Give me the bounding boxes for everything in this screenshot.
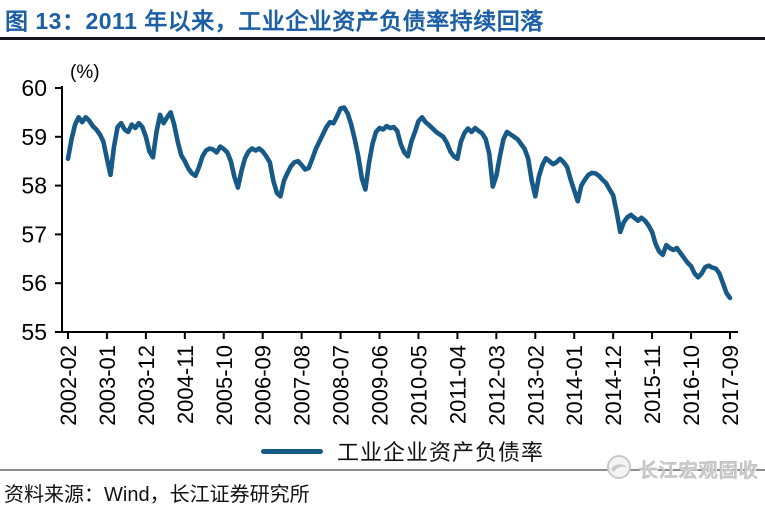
legend-label: 工业企业资产负债率 (336, 440, 544, 465)
source-note: 资料来源：Wind，长江证券研究所 (4, 484, 310, 506)
x-tick-label: 2006-09 (251, 345, 276, 426)
x-tick-label: 2002-02 (56, 345, 81, 426)
y-tick-label: 59 (21, 124, 47, 150)
x-tick-label: 2003-01 (95, 345, 120, 426)
x-tick-label: 2003-12 (134, 345, 159, 426)
x-tick-label: 2007-08 (290, 345, 315, 426)
data-line (65, 105, 733, 301)
x-tick-label: 2017-09 (718, 345, 743, 426)
y-tick-label: 57 (21, 221, 47, 247)
title-divider (0, 37, 765, 40)
watermark-text: 长江宏观固收 (638, 460, 759, 482)
x-tick-label: 2004-11 (173, 345, 198, 424)
x-tick-label: 2005-10 (212, 345, 237, 426)
x-tick-label: 2010-05 (406, 345, 431, 426)
brand-watermark: 长江宏观固收 (605, 453, 759, 485)
y-tick-label: 60 (21, 75, 47, 101)
x-tick-label: 2014-01 (562, 345, 587, 426)
changjiang-logo-icon (605, 453, 633, 486)
y-tick-label: 55 (21, 319, 47, 345)
unit-label: (%) (70, 62, 100, 83)
x-tick-label: 2011-04 (445, 345, 470, 424)
footer-divider (0, 469, 765, 471)
x-tick-label: 2015-11 (640, 345, 665, 424)
chart-legend: 工业企业资产负债率 (40, 437, 765, 465)
chart-area: 60 59 58 57 56 55 2002-02 2003-01 2003-12 2004-11… (0, 45, 765, 435)
x-tick-label: 2016-10 (679, 345, 704, 426)
figure-title: 图 13：2011 年以来，工业企业资产负债率持续回落 (5, 8, 544, 34)
x-tick-label: 2009-06 (368, 345, 393, 426)
y-tick-label: 56 (21, 270, 47, 296)
y-tick-label: 58 (21, 173, 47, 199)
x-tick-label: 2014-12 (601, 345, 626, 426)
legend-line-swatch (260, 448, 323, 454)
line-chart: 60 59 58 57 56 55 2002-02 2003-01 2003-12 2004-11… (21, 62, 743, 426)
x-tick-label: 2012-03 (484, 345, 509, 426)
x-tick-label: 2008-07 (329, 345, 354, 426)
x-tick-label: 2013-02 (523, 345, 548, 426)
